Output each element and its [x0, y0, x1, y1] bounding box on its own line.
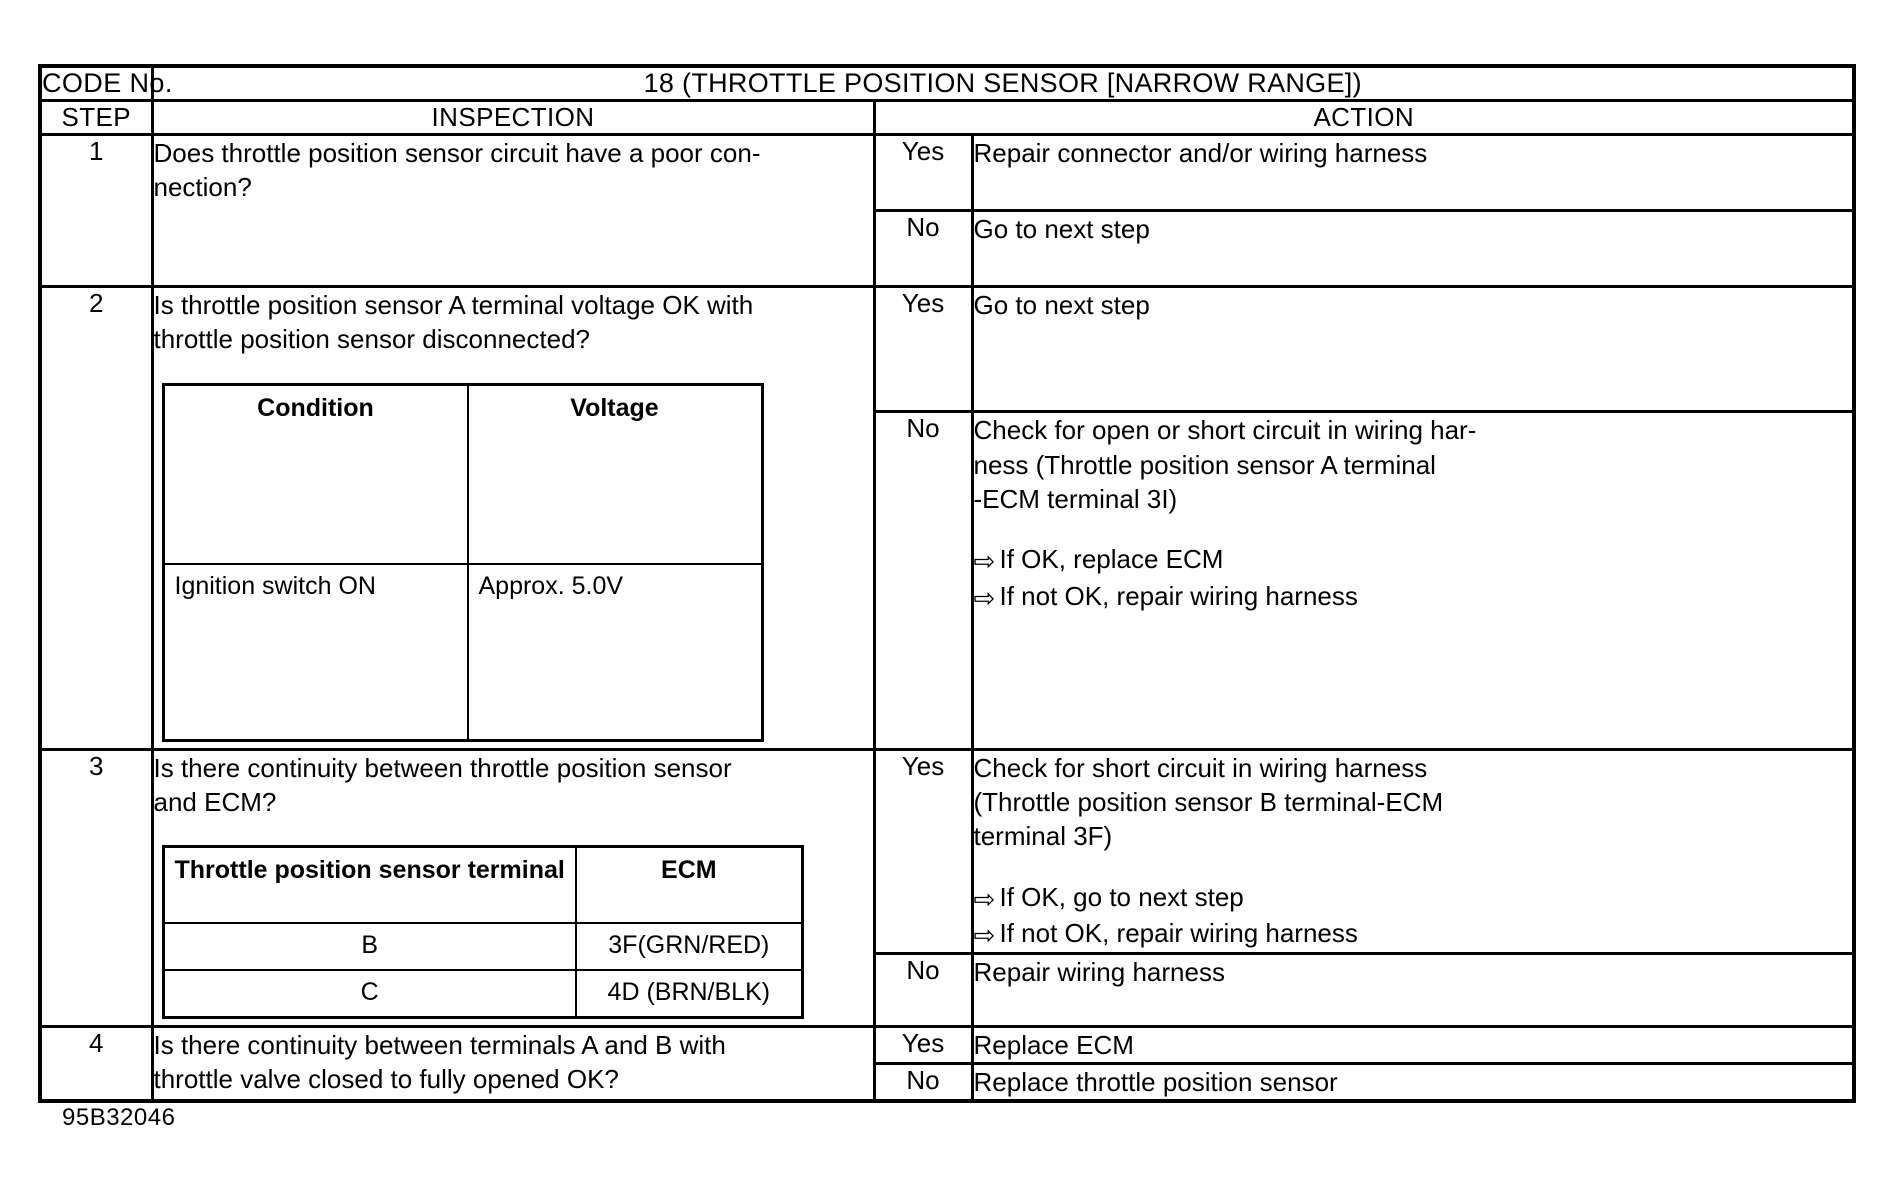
sub-table-row: C 4D (BRN/BLK): [162, 968, 804, 1019]
table-row: 2 Is throttle position sensor A terminal…: [38, 284, 1856, 751]
table-row: No Go to next step: [40, 209, 1856, 288]
table-row: No Replace throttle position sensor: [40, 1062, 1856, 1103]
inspection-cell: Is there continuity between throttle pos…: [150, 747, 876, 1028]
figure-reference-code: 95B32046: [62, 1104, 176, 1131]
action-line: (Throttle position sensor B terminal-ECM: [973, 786, 1444, 817]
answer-yes-label: Yes: [872, 747, 974, 956]
inspection-cell: Does throttle position sensor circuit ha…: [150, 133, 876, 288]
inspection-cell: Is there continuity between terminals A …: [150, 1024, 876, 1103]
table-row: No Check for open or short circuit in wi…: [40, 410, 1856, 751]
step-number: 3: [38, 747, 154, 1028]
column-header-step: STEP: [38, 99, 154, 136]
action-bullet: ⇨ If OK, replace ECM: [974, 542, 1853, 578]
action-line: Go to next step: [973, 290, 1150, 320]
voltage-sub-table: Condition Voltage Ignition switch ON App…: [161, 382, 764, 742]
action-bullet: ⇨ If not OK, repair wiring harness: [974, 579, 1853, 615]
action-bullet-text: If not OK, repair wiring harness: [999, 580, 1358, 611]
action-bullet-text: If not OK, repair wiring harness: [999, 917, 1358, 948]
spacer: [974, 854, 1853, 880]
answer-yes-label: Yes: [872, 133, 974, 212]
spacer: [974, 516, 1853, 542]
arrow-right-icon: ⇨: [973, 546, 996, 577]
sub-column-header-condition: Condition: [162, 383, 469, 566]
arrow-right-icon: ⇨: [973, 883, 996, 914]
sub-cell-ecm: 4D (BRN/BLK): [574, 968, 804, 1019]
action-line: Check for short circuit in wiring harnes…: [973, 752, 1428, 783]
sub-cell-terminal: C: [162, 968, 577, 1019]
sub-table-header-row: Throttle position sensor terminal ECM: [162, 845, 804, 924]
answer-no-label: No: [872, 410, 974, 751]
table-row: No Repair wiring harness: [40, 952, 1856, 1028]
sub-cell-condition: Ignition switch ON: [162, 563, 469, 742]
action-line: terminal 3F): [973, 821, 1113, 852]
action-cell-no: Go to next step: [970, 209, 1856, 288]
step-number: 4: [38, 1024, 154, 1103]
answer-no-label: No: [872, 209, 974, 288]
action-cell-yes: Repair connector and/or wiring harness: [970, 133, 1856, 212]
terminal-ecm-sub-table: Throttle position sensor terminal ECM B …: [161, 845, 804, 1019]
sub-table-row: Ignition switch ON Approx. 5.0V: [162, 563, 763, 742]
inspection-text: Is there continuity between throttle pos…: [153, 752, 732, 817]
action-cell-yes: Check for short circuit in wiring harnes…: [970, 747, 1856, 956]
table-row: 3 Is there continuity between throttle p…: [38, 747, 1856, 1028]
action-line: Replace ECM: [973, 1029, 1134, 1060]
sub-table-row: B 3F(GRN/RED): [162, 921, 804, 971]
action-cell-no: Repair wiring harness: [970, 952, 1856, 1028]
arrow-right-icon: ⇨: [973, 919, 996, 950]
sub-cell-voltage: Approx. 5.0V: [466, 563, 763, 742]
action-cell-no: Check for open or short circuit in wirin…: [970, 410, 1856, 751]
table-header-code-row: CODE No. 18 (THROTTLE POSITION SENSOR [N…: [38, 64, 1856, 102]
action-bullet-text: If OK, replace ECM: [999, 544, 1224, 575]
action-line: ness (Throttle position sensor A termina…: [973, 449, 1436, 480]
action-line: Go to next step: [973, 214, 1150, 244]
action-line: Repair wiring harness: [973, 957, 1225, 988]
action-cell-yes: Replace ECM: [970, 1024, 1856, 1066]
sub-cell-terminal: B: [162, 921, 577, 971]
code-no-label: CODE No.: [38, 64, 172, 102]
action-bullet-text: If OK, go to next step: [999, 881, 1244, 912]
action-line: Check for open or short circuit in wirin…: [973, 415, 1477, 446]
table-row: 4 Is there continuity between terminals …: [38, 1024, 1856, 1103]
answer-no-label: No: [872, 952, 974, 1028]
step-number: 2: [38, 285, 154, 751]
answer-yes-label: Yes: [872, 1024, 974, 1066]
column-header-inspection: INSPECTION: [150, 99, 876, 136]
action-cell-no: Replace throttle position sensor: [970, 1062, 1856, 1103]
action-line: -ECM terminal 3I): [973, 483, 1178, 514]
diagnostic-trouble-code-table: CODE No. 18 (THROTTLE POSITION SENSOR [N…: [38, 64, 1856, 1104]
sub-column-header-voltage: Voltage: [466, 383, 763, 566]
action-line: Replace throttle position sensor: [973, 1067, 1338, 1098]
inspection-text: Is throttle position sensor A terminal v…: [153, 290, 754, 355]
inspection-text: Does throttle position sensor circuit ha…: [153, 138, 761, 203]
sub-cell-ecm: 3F(GRN/RED): [574, 921, 804, 971]
action-line: Repair connector and/or wiring harness: [973, 138, 1428, 168]
column-header-action: ACTION: [872, 99, 1856, 136]
inspection-text: Is there continuity between terminals A …: [153, 1029, 726, 1095]
action-cell-yes: Go to next step: [970, 284, 1856, 414]
answer-yes-label: Yes: [872, 284, 974, 414]
sub-column-header-ecm: ECM: [574, 845, 804, 924]
code-no-value: 18 (THROTTLE POSITION SENSOR [NARROW RAN…: [150, 64, 1856, 102]
sub-table-header-row: Condition Voltage: [162, 383, 763, 566]
sub-column-header-terminal: Throttle position sensor terminal: [162, 845, 577, 924]
step-number: 1: [38, 133, 154, 288]
table-row: 1 Does throttle position sensor circuit …: [38, 133, 1856, 288]
table-header-columns-row: STEP INSPECTION ACTION: [38, 99, 1856, 136]
answer-no-label: No: [872, 1062, 974, 1103]
action-bullet: ⇨ If not OK, repair wiring harness: [974, 916, 1853, 952]
arrow-right-icon: ⇨: [973, 582, 996, 613]
action-bullet: ⇨ If OK, go to next step: [974, 880, 1853, 916]
inspection-cell: Is throttle position sensor A terminal v…: [150, 285, 876, 751]
